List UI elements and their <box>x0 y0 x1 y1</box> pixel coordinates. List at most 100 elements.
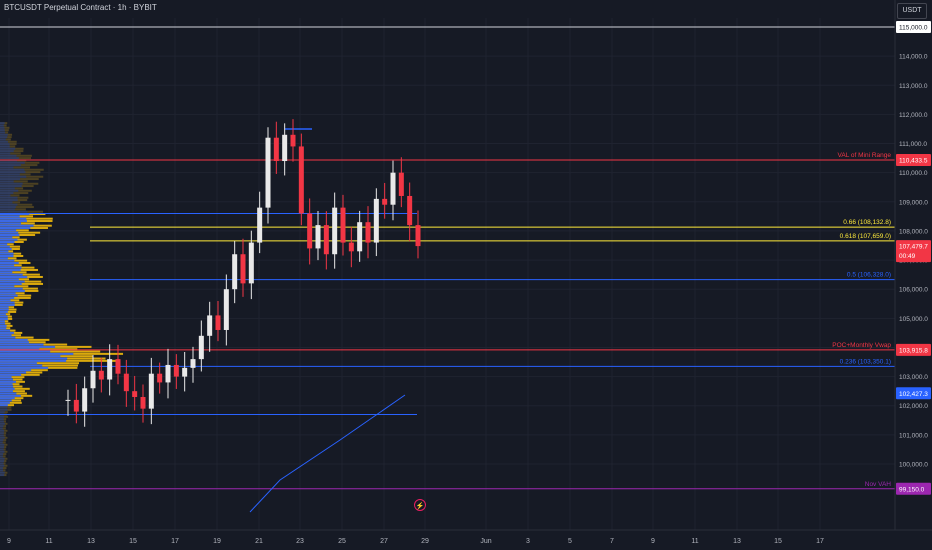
volume-profile-bar-buy <box>0 126 5 129</box>
volume-profile-bar-buy <box>0 334 12 337</box>
candle-body <box>73 399 79 412</box>
volume-profile-bar-buy <box>0 369 32 372</box>
volume-profile-bar-buy <box>0 138 6 141</box>
current-price-tag <box>896 240 931 263</box>
volume-profile-bar <box>0 336 34 339</box>
top-price-tag <box>896 21 931 33</box>
volume-profile-bar-buy <box>0 157 19 160</box>
candle-body <box>173 364 179 377</box>
time-axis-label: 11 <box>45 538 52 545</box>
price-axis-label: 102,000.0 <box>899 403 928 410</box>
volume-profile-bar-buy <box>0 189 19 192</box>
volume-profile-bar-buy <box>0 474 5 477</box>
volume-profile-bar-buy <box>0 366 49 369</box>
volume-profile-bar-buy <box>0 331 14 334</box>
volume-profile-bar-buy <box>0 247 12 250</box>
volume-profile-bar-buy <box>0 308 9 311</box>
volume-profile-bar-buy <box>0 152 11 155</box>
candle-body <box>407 195 413 226</box>
volume-profile-bar-buy <box>0 450 5 453</box>
volume-profile-bar-buy <box>0 268 21 271</box>
volume-profile-bar <box>0 322 11 325</box>
volume-profile-bar-buy <box>0 299 11 302</box>
poc-price-tag <box>896 343 931 356</box>
volume-profile-bar <box>0 415 9 418</box>
volume-profile-bar-buy <box>0 180 14 183</box>
candle-body <box>240 254 246 284</box>
price-axis-label: 103,000.0 <box>899 374 928 381</box>
volume-profile-bar-buy <box>0 282 22 285</box>
volume-profile-bar-buy <box>0 399 12 402</box>
candle-body <box>340 207 346 243</box>
time-axis-label: 19 <box>213 538 221 545</box>
candle-body <box>357 222 363 252</box>
time-axis-label: 17 <box>816 538 824 545</box>
volume-profile-bar-buy <box>0 206 16 209</box>
volume-profile-bar-buy <box>0 199 18 202</box>
candle-body <box>307 213 313 249</box>
volume-profile-bar-buy <box>0 124 4 127</box>
volume-profile-bar-buy <box>0 364 43 367</box>
volume-profile-bar-buy <box>0 236 13 239</box>
currency-selector[interactable]: USDT <box>897 3 927 19</box>
volume-profile-bar-buy <box>0 350 51 353</box>
volume-profile-bar <box>0 152 21 155</box>
volume-profile-bar-buy <box>0 460 5 463</box>
level-label: 0.236 (103,350.1) <box>840 358 891 365</box>
volume-profile-bar-buy <box>0 292 16 295</box>
volume-profile-bar-buy <box>0 238 18 241</box>
volume-profile-bar-buy <box>0 261 19 264</box>
volume-profile-bar <box>0 271 27 274</box>
volume-profile-bar-buy <box>0 313 6 316</box>
volume-profile-bar-buy <box>0 259 15 262</box>
volume-profile-bar-buy <box>0 453 4 456</box>
volume-profile-bar-buy <box>0 415 4 418</box>
volume-profile-bar-buy <box>0 145 10 148</box>
volume-profile-bar-buy <box>0 122 5 125</box>
level-label: 0.66 (108,132.8) <box>843 219 891 226</box>
candle-body <box>98 370 104 380</box>
volume-profile-bar-buy <box>0 194 11 197</box>
volume-profile-bar-buy <box>0 406 8 409</box>
volume-profile-bar-buy <box>0 341 29 344</box>
volume-profile-bar <box>0 310 17 313</box>
volume-profile-bar <box>0 467 7 470</box>
chart-title: BTCUSDT Perpetual Contract · 1h · BYBIT <box>4 3 157 12</box>
volume-profile-bar-buy <box>0 171 26 174</box>
volume-profile-bar <box>0 231 41 234</box>
volume-profile-bar-buy <box>0 383 13 386</box>
level-label: POC+Monthly Vwap <box>832 342 891 349</box>
volume-profile-bar-buy <box>0 392 17 395</box>
volume-profile-bar-buy <box>0 252 14 255</box>
volume-profile-bar-buy <box>0 432 4 435</box>
candle-body <box>190 359 196 368</box>
level-label: 0.618 (107,659.0) <box>840 233 891 240</box>
blue-price-tag-text: 102,427.3 <box>899 391 928 398</box>
volume-profile-bar-buy <box>0 425 4 428</box>
candle-body <box>182 367 188 377</box>
volume-profile-bar-buy <box>0 378 14 381</box>
volume-profile-bar-buy <box>0 306 9 309</box>
volume-profile-bar <box>0 206 34 209</box>
volume-profile-bar-buy <box>0 154 17 157</box>
time-axis-label: 21 <box>255 538 263 545</box>
level-label: 0.5 (106,328.0) <box>847 272 891 279</box>
candle-body <box>282 134 288 162</box>
anchored-vwap-line[interactable] <box>249 394 406 513</box>
flash-alert-icon[interactable] <box>414 499 426 511</box>
candle-body <box>65 399 71 401</box>
volume-profile-bar-buy <box>0 136 8 139</box>
volume-profile-bar-buy <box>0 401 10 404</box>
volume-profile-bar-buy <box>0 429 5 432</box>
volume-profile-bar-buy <box>0 427 3 430</box>
candle-body <box>373 198 379 243</box>
volume-profile-bar-buy <box>0 348 40 351</box>
candle-body <box>398 172 404 196</box>
volume-profile-bar-buy <box>0 329 11 332</box>
volume-profile-bar-buy <box>0 271 13 274</box>
volume-profile-bar-buy <box>0 448 4 451</box>
volume-profile-bar-buy <box>0 166 14 169</box>
price-axis-label: 101,000.0 <box>899 432 928 439</box>
volume-profile-bar-buy <box>0 404 8 407</box>
